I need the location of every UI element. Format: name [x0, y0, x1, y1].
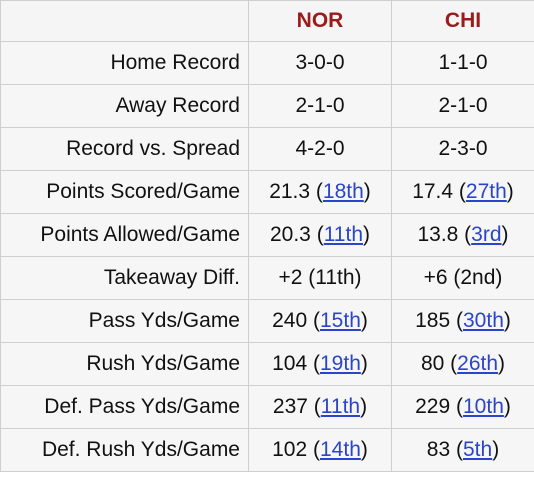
chi-rank-link[interactable]: 3rd: [471, 223, 502, 246]
nor-rank-link[interactable]: 15th: [320, 309, 361, 332]
table-row: Rush Yds/Game 104 (19th) 80 (26th): [0, 342, 534, 386]
chi-value: 80: [420, 352, 445, 375]
nor-value: 104: [272, 352, 308, 375]
chi-rank-link[interactable]: 10th: [463, 395, 504, 418]
nor-rank-link[interactable]: 11th: [323, 223, 364, 246]
nor-value-cell: 2-1-0: [248, 84, 392, 128]
stat-label: Points Allowed/Game: [0, 213, 249, 257]
nor-value: 2-1-0: [295, 94, 345, 117]
nor-value-cell: 4-2-0: [248, 127, 392, 171]
table-row: Points Allowed/Game 20.3 (11th) 13.8 (3r…: [0, 213, 534, 257]
nor-value-cell: 20.3 (11th): [248, 213, 392, 257]
chi-value: 17.4: [412, 180, 454, 203]
team1-header: NOR: [248, 0, 392, 42]
nor-rank-link[interactable]: 14th: [320, 438, 361, 461]
chi-rank-link[interactable]: 26th: [457, 352, 499, 375]
table-row: Def. Rush Yds/Game 102 (14th) 83 (5th): [0, 428, 534, 472]
nor-value-cell: 3-0-0: [248, 41, 392, 85]
table-row: Record vs. Spread 4-2-0 2-3-0: [0, 127, 534, 171]
chi-value: 83: [426, 438, 451, 461]
stat-label: Def. Pass Yds/Game: [0, 385, 249, 429]
chi-value-cell: 2-1-0: [391, 84, 534, 128]
nor-value: +2: [278, 266, 303, 289]
nor-rank-link[interactable]: 11th: [320, 395, 361, 418]
nor-rank-link[interactable]: 18th: [322, 180, 364, 203]
chi-value: 2-3-0: [438, 137, 488, 160]
nor-value-cell: 102 (14th): [248, 428, 392, 472]
nor-value: 237: [272, 395, 308, 418]
table-row: Takeaway Diff. +2 (11th) +6 (2nd): [0, 256, 534, 300]
chi-value-cell: 2-3-0: [391, 127, 534, 171]
nor-rank-text: 11th: [315, 266, 355, 289]
table-row: Home Record 3-0-0 1-1-0: [0, 41, 534, 85]
nor-value: 21.3: [269, 180, 311, 203]
table-row: Away Record 2-1-0 2-1-0: [0, 84, 534, 128]
chi-rank-text: 2nd: [460, 266, 496, 289]
chi-rank-link[interactable]: 5th: [462, 438, 493, 461]
nor-value-cell: +2 (11th): [248, 256, 392, 300]
chi-value-cell: 80 (26th): [391, 342, 534, 386]
chi-value-cell: 185 (30th): [391, 299, 534, 343]
nor-value-cell: 237 (11th): [248, 385, 392, 429]
nor-value-cell: 240 (15th): [248, 299, 392, 343]
nor-value: 20.3: [269, 223, 311, 246]
header-row: NOR CHI: [0, 0, 534, 42]
chi-value-cell: 83 (5th): [391, 428, 534, 472]
stat-label: Def. Rush Yds/Game: [0, 428, 249, 472]
nor-value: 240: [272, 309, 308, 332]
table-row: Def. Pass Yds/Game 237 (11th) 229 (10th): [0, 385, 534, 429]
chi-value: 229: [415, 395, 451, 418]
chi-value-cell: 13.8 (3rd): [391, 213, 534, 257]
stat-label: Takeaway Diff.: [0, 256, 249, 300]
stat-label: Away Record: [0, 84, 249, 128]
stat-label: Points Scored/Game: [0, 170, 249, 214]
nor-value-cell: 104 (19th): [248, 342, 392, 386]
chi-value-cell: +6 (2nd): [391, 256, 534, 300]
stat-label: Pass Yds/Game: [0, 299, 249, 343]
header-blank-cell: [0, 0, 249, 42]
nor-value-cell: 21.3 (18th): [248, 170, 392, 214]
chi-rank-link[interactable]: 30th: [463, 309, 504, 332]
team2-header: CHI: [391, 0, 534, 42]
nor-value: 3-0-0: [295, 51, 345, 74]
nor-rank-link[interactable]: 19th: [320, 352, 361, 375]
stat-label: Record vs. Spread: [0, 127, 249, 171]
chi-value: 185: [415, 309, 451, 332]
nor-value: 102: [272, 438, 308, 461]
chi-rank-link[interactable]: 27th: [465, 180, 507, 203]
table-row: Points Scored/Game 21.3 (18th) 17.4 (27t…: [0, 170, 534, 214]
chi-value-cell: 17.4 (27th): [391, 170, 534, 214]
chi-value: 2-1-0: [438, 94, 488, 117]
chi-value: +6: [423, 266, 448, 289]
table-row: Pass Yds/Game 240 (15th) 185 (30th): [0, 299, 534, 343]
chi-value: 13.8: [417, 223, 459, 246]
chi-value: 1-1-0: [438, 51, 488, 74]
chi-value-cell: 229 (10th): [391, 385, 534, 429]
stat-label: Home Record: [0, 41, 249, 85]
nor-value: 4-2-0: [295, 137, 345, 160]
chi-value-cell: 1-1-0: [391, 41, 534, 85]
stat-label: Rush Yds/Game: [0, 342, 249, 386]
